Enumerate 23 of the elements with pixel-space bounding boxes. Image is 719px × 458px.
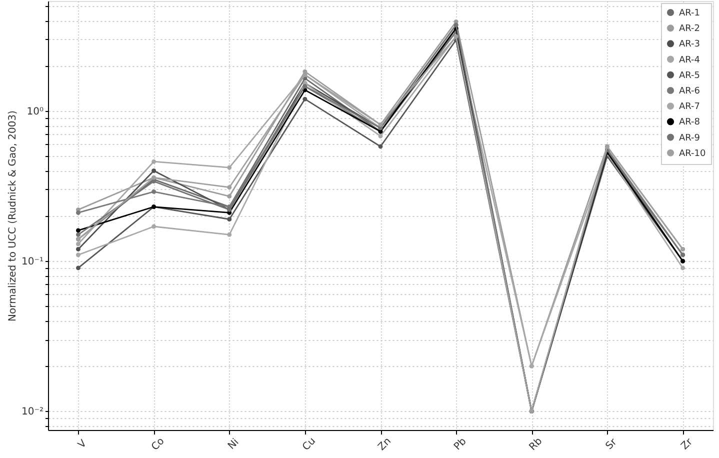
x-tick-label: Ni [226,436,242,452]
x-tick-label: Cu [300,436,318,453]
x-tick-label: Zr [679,436,696,452]
x-tick-label: V [76,438,90,451]
x-tick-label: Rb [527,436,545,453]
x-tick-label: Zn [376,436,394,453]
y-axis-title: Normalized to UCC (Rudnick & Gao, 2003) [7,110,18,322]
legend-label: AR-7 [679,102,700,112]
y-tick-label: 10⁻¹ [21,256,44,268]
legend-label: AR-1 [679,8,700,18]
x-tick-label: Pb [452,436,469,453]
legend-label: AR-2 [679,24,700,34]
x-tick-label: Co [150,436,167,453]
x-tick-label: Sr [604,436,620,452]
legend-label: AR-8 [679,118,700,128]
legend-label: AR-5 [679,70,700,81]
legend-label: AR-10 [679,148,706,159]
y-tick-label: 10⁻² [21,406,44,418]
legend-label: AR-9 [679,133,700,144]
legend-label: AR-6 [679,86,700,96]
legend-label: AR-3 [679,40,700,50]
y-tick-label: 10⁰ [26,106,44,118]
legend-label: AR-4 [679,55,700,66]
